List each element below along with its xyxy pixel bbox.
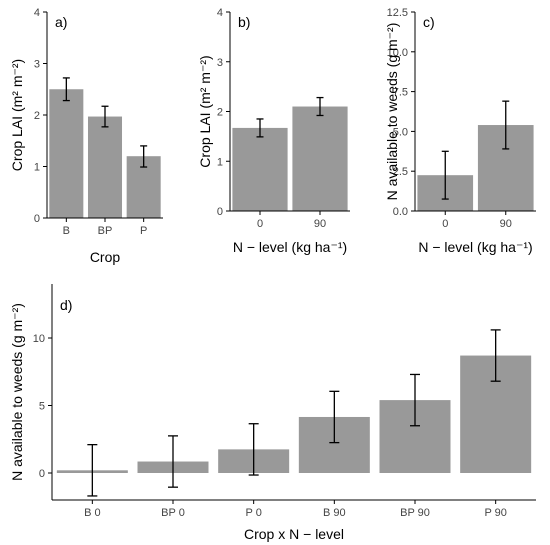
panel-1: 0 1 2 3 4 B BP Pa) Crop Crop LAI (m² m⁻²): [9, 7, 163, 265]
panel-2: 0 1 2 3 4 0 90 b) N − level (kg ha⁻¹) Crop LAI (m…: [197, 7, 350, 255]
y-tick-label: 5.0: [393, 126, 408, 138]
y-tick-label: 10: [33, 333, 45, 345]
y-axis-label: N available to weeds (g m⁻²): [9, 303, 25, 481]
x-axis-label: N − level (kg ha⁻¹): [233, 239, 347, 255]
x-tick-label: 0: [257, 218, 263, 230]
x-tick-label: 90: [500, 218, 512, 230]
bar: [87, 116, 123, 218]
x-tick-label: 0: [442, 218, 448, 230]
y-tick-label: 3: [34, 59, 40, 71]
panel-label: a): [55, 14, 67, 30]
y-tick-label: 2.5: [393, 166, 408, 178]
panel-3: 0.0 2.5 5.0 7.5 10.0 12.5 0 90 c) N − level (kg h…: [384, 7, 536, 255]
y-axis-label: N available to weeds (g m⁻²): [384, 23, 400, 201]
bar: [292, 106, 348, 211]
x-tick-label: B 0: [84, 507, 101, 519]
panel-label: b): [238, 14, 250, 30]
y-tick-label: 1: [217, 156, 223, 168]
y-tick-label: 5: [39, 401, 45, 413]
bar: [232, 127, 288, 211]
x-tick-label: P 90: [484, 507, 506, 519]
y-tick-label: 3: [217, 57, 223, 69]
y-tick-label: 2: [217, 107, 223, 119]
x-tick-label: 90: [314, 218, 326, 230]
x-axis-label: N − level (kg ha⁻¹): [418, 239, 532, 255]
panel-label: c): [423, 14, 435, 30]
y-tick-label: 0: [217, 206, 223, 218]
y-tick-label: 4: [217, 7, 223, 19]
panel-label: d): [60, 297, 72, 313]
x-tick-label: P: [140, 225, 147, 237]
x-tick-label: BP 0: [161, 507, 185, 519]
panel-4: 0 5 10 B 0 BP 0 P 0 B 90 BP 90 P 90 d) Crop x N − …: [9, 284, 536, 542]
bar: [49, 89, 84, 218]
x-axis-label: Crop x N − level: [244, 526, 344, 542]
y-tick-label: 10.0: [387, 47, 408, 59]
y-tick-label: 1: [34, 162, 40, 174]
x-tick-label: B: [63, 225, 70, 237]
x-tick-label: P 0: [246, 507, 262, 519]
y-tick-label: 2: [34, 110, 40, 122]
y-axis-label: Crop LAI (m² m⁻²): [197, 55, 213, 167]
y-tick-label: 4: [34, 7, 40, 19]
x-tick-label: B 90: [323, 507, 346, 519]
y-tick-label: 0: [39, 468, 45, 480]
y-tick-label: 0: [34, 213, 40, 225]
y-tick-label: 0.0: [393, 206, 408, 218]
y-tick-label: 7.5: [393, 87, 408, 99]
y-axis-label: Crop LAI (m² m⁻²): [9, 59, 25, 171]
x-tick-label: BP 90: [400, 507, 430, 519]
x-axis-label: Crop: [90, 249, 121, 265]
y-tick-label: 12.5: [387, 7, 408, 19]
x-tick-label: BP: [98, 225, 113, 237]
